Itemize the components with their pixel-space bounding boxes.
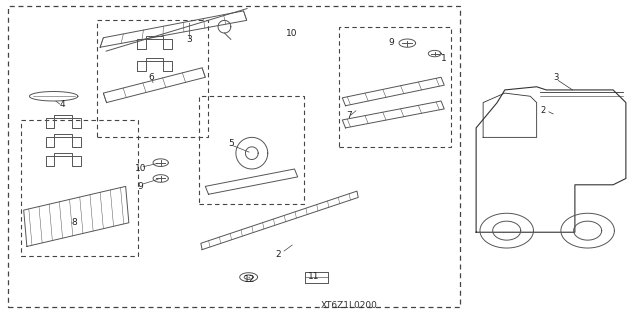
Text: 3: 3 bbox=[553, 73, 559, 82]
Bar bbox=[20, 120, 138, 256]
Text: XT6Z1L0200: XT6Z1L0200 bbox=[320, 301, 377, 310]
Text: 10: 10 bbox=[285, 28, 297, 38]
Text: 2: 2 bbox=[540, 106, 546, 115]
Text: 4: 4 bbox=[59, 100, 65, 109]
Text: 3: 3 bbox=[186, 35, 192, 44]
Text: 10: 10 bbox=[134, 165, 146, 174]
Text: 6: 6 bbox=[148, 73, 154, 82]
Bar bbox=[8, 6, 460, 307]
Text: 7: 7 bbox=[346, 111, 351, 120]
Text: 8: 8 bbox=[72, 218, 77, 227]
Text: 5: 5 bbox=[228, 139, 234, 148]
Text: 1: 1 bbox=[442, 54, 447, 63]
Text: 12: 12 bbox=[244, 275, 255, 284]
Bar bbox=[199, 96, 304, 204]
Bar bbox=[339, 27, 451, 147]
Bar bbox=[97, 20, 209, 137]
Text: 9: 9 bbox=[388, 38, 394, 47]
Text: 2: 2 bbox=[276, 250, 282, 259]
Text: 9: 9 bbox=[138, 182, 143, 191]
Text: 11: 11 bbox=[308, 272, 319, 281]
